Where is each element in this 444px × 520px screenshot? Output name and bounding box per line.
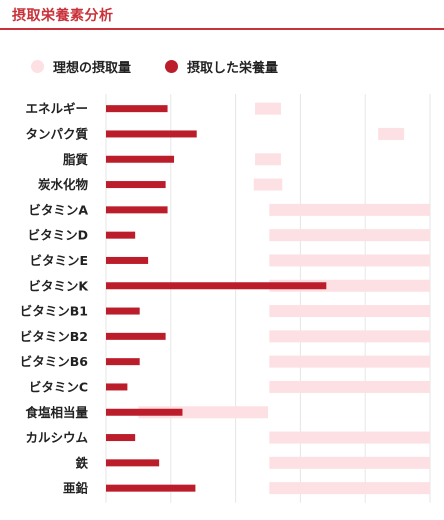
ideal-bar — [269, 229, 430, 242]
category-label: ビタミンK — [28, 278, 89, 293]
category-label: 炭水化物 — [38, 177, 89, 192]
category-label: カルシウム — [25, 430, 88, 445]
legend-ideal-swatch — [31, 59, 44, 73]
legend-actual-label: 摂取した栄養量 — [187, 60, 279, 76]
actual-bar — [106, 105, 168, 113]
category-label: ビタミンB2 — [20, 329, 88, 344]
category-label: 鉄 — [75, 455, 88, 470]
ideal-bar — [269, 482, 430, 495]
section-header: 摂取栄養素分析 — [0, 0, 444, 30]
actual-bar — [106, 181, 166, 189]
ideal-bar — [269, 380, 430, 393]
category-label: ビタミンB6 — [20, 354, 89, 369]
actual-bar — [106, 484, 196, 492]
category-label: ビタミンE — [29, 253, 88, 268]
actual-bar — [106, 256, 149, 264]
category-label: 食塩相当量 — [24, 405, 88, 420]
legend-item-ideal: 理想の摂取量 — [31, 56, 131, 76]
ideal-bar — [269, 203, 430, 216]
category-label: ビタミンA — [28, 202, 88, 217]
ideal-bar — [378, 127, 405, 140]
category-label: 脂質 — [62, 152, 89, 167]
ideal-bar — [269, 330, 430, 343]
category-label: 亜鉛 — [63, 481, 89, 496]
actual-bar — [106, 459, 160, 467]
ideal-bar — [269, 355, 430, 368]
legend-actual-swatch — [165, 59, 178, 73]
actual-bar — [106, 206, 168, 214]
category-label: ビタミンB1 — [20, 304, 88, 319]
legend-item-actual: 摂取した栄養量 — [165, 56, 278, 76]
ideal-bar — [269, 254, 430, 267]
ideal-bar — [253, 178, 283, 191]
category-label: タンパク質 — [25, 126, 88, 141]
ideal-bar — [255, 102, 281, 115]
actual-bar — [106, 332, 166, 340]
actual-bar — [106, 408, 183, 416]
legend-ideal-label: 理想の摂取量 — [53, 60, 132, 76]
ideal-bar — [255, 153, 281, 166]
category-label: ビタミンD — [28, 228, 88, 243]
chart-legend: 理想の摂取量 摂取した栄養量 — [0, 56, 444, 80]
actual-bar — [106, 307, 140, 315]
actual-bar — [106, 130, 197, 138]
actual-bar — [106, 155, 175, 163]
ideal-bar — [269, 305, 430, 318]
actual-bar — [106, 282, 327, 290]
category-label: ビタミンC — [29, 379, 88, 394]
ideal-bar — [269, 456, 430, 469]
actual-bar — [106, 358, 140, 366]
actual-bar — [106, 231, 136, 239]
actual-bar — [106, 383, 128, 391]
category-label: エネルギー — [25, 101, 88, 116]
actual-bar — [106, 434, 136, 442]
section-title: 摂取栄養素分析 — [12, 8, 114, 24]
ideal-bar — [269, 431, 430, 444]
